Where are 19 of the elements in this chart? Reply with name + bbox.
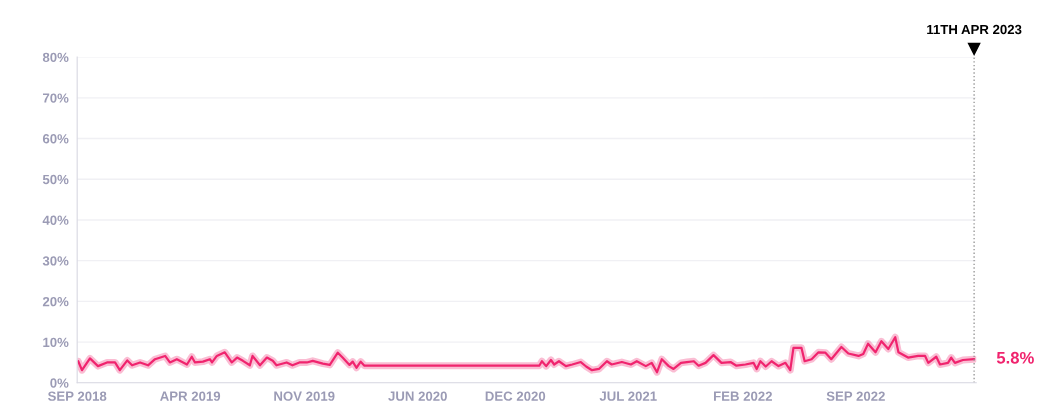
ref-line-label: 11TH APR 2023 xyxy=(927,24,1022,35)
y-tick-label: 70% xyxy=(43,93,69,103)
x-tick-label: JUN 2020 xyxy=(388,391,447,401)
y-tick-label: 50% xyxy=(42,174,69,185)
annotation: 5.8% xyxy=(996,351,1034,364)
x-tick-label: JUL 2021 xyxy=(599,391,657,401)
x-tick-label: FEB 2022 xyxy=(714,391,772,401)
x-tick-label: SEP 2022 xyxy=(826,391,885,401)
x-tick-label: NOV 2019 xyxy=(274,391,335,401)
y-tick-label: 0% xyxy=(50,378,69,388)
y-tick-label: 20% xyxy=(42,296,69,307)
y-tick-label: 60% xyxy=(42,134,69,144)
y-tick-label: 30% xyxy=(42,256,69,266)
y-tick-label: 80% xyxy=(42,52,69,63)
y-tick-label: 40% xyxy=(42,215,69,225)
x-tick-label: SEP 2018 xyxy=(47,391,107,401)
y-tick-label: 10% xyxy=(43,337,69,348)
x-tick-label: DEC 2020 xyxy=(485,391,546,401)
x-tick-label: APR 2019 xyxy=(160,391,221,401)
